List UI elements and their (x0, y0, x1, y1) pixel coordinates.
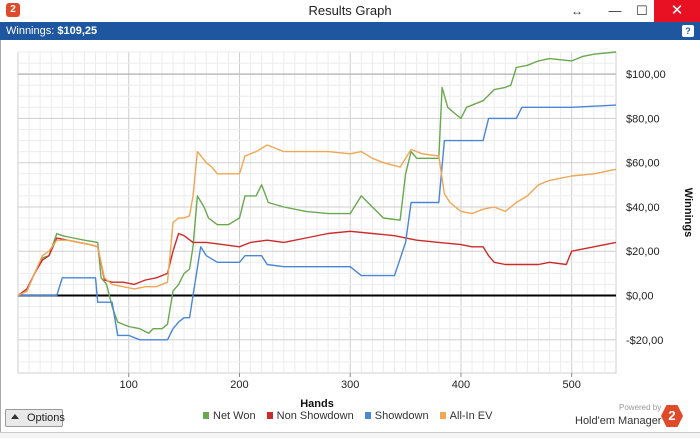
legend-label: Showdown (374, 410, 429, 422)
y-tick-label: $20,00 (626, 246, 660, 258)
series-line-showdown (18, 104, 617, 341)
series-line-all-in-ev (17, 144, 617, 297)
close-button[interactable]: ✕ (654, 0, 700, 22)
chart-series (17, 51, 617, 341)
branding: Powered by Hold'em Manager 2 (575, 403, 685, 433)
legend-item-showdown[interactable]: Showdown (364, 410, 429, 422)
powered-by-text: Powered by (619, 403, 662, 412)
x-tick-label: 100 (120, 379, 138, 391)
legend-swatch (364, 412, 371, 419)
maximize-button[interactable]: ☐ (636, 3, 648, 18)
x-axis-title: Hands (300, 398, 334, 410)
y-tick-label: -$20,00 (626, 335, 663, 347)
title-bar: 2 Results Graph ↔ — ☐ ✕ (0, 0, 700, 22)
y-tick-label: $60,00 (626, 158, 660, 170)
help-icon[interactable]: ? (682, 25, 694, 37)
window-title: Results Graph (308, 3, 392, 18)
chart-legend: Net Won Non Showdown Showdown All-In EV (203, 410, 500, 422)
brand-name: Hold'em Manager (575, 415, 662, 427)
winnings-value: $109,25 (57, 25, 98, 37)
x-tick-label: 200 (230, 379, 248, 391)
legend-label: Net Won (213, 410, 256, 422)
legend-item-net-won[interactable]: Net Won (203, 410, 256, 422)
y-tick-label: $80,00 (626, 113, 660, 125)
resize-arrows-icon[interactable]: ↔ (571, 4, 583, 18)
x-tick-label: 300 (341, 379, 359, 391)
legend-label: All-In EV (449, 410, 493, 422)
options-button[interactable]: Options (5, 409, 65, 427)
y-axis-title: Winnings (682, 188, 694, 237)
chart-axes: 100 200 300 400 500 $100,00 $80,00 $60,00 $40,00… (120, 69, 694, 410)
hm2-logo-icon: 2 (661, 405, 683, 427)
legend-label: Non Showdown (276, 410, 354, 422)
series-line-net-won (17, 51, 617, 334)
legend-swatch (439, 412, 446, 419)
legend-swatch (266, 412, 273, 419)
x-tick-label: 400 (452, 379, 470, 391)
winnings-label: Winnings: (6, 25, 55, 37)
x-tick-label: 500 (563, 379, 581, 391)
app-logo-icon: 2 (6, 3, 20, 17)
y-tick-label: $100,00 (626, 69, 666, 81)
legend-item-non-showdown[interactable]: Non Showdown (266, 410, 354, 422)
minimize-button[interactable]: — (608, 3, 622, 18)
bottom-edge (0, 432, 700, 438)
results-chart: 100 200 300 400 500 $100,00 $80,00 $60,00 $40,00… (17, 51, 694, 410)
y-tick-label: $0,00 (626, 291, 654, 303)
legend-item-all-in-ev[interactable]: All-In EV (439, 410, 493, 422)
winnings-summary: Winnings: $109,25 (6, 22, 97, 40)
options-button-label: Options (27, 412, 65, 424)
winnings-info-bar: Winnings: $109,25 ? (0, 22, 700, 40)
triangle-up-icon (11, 414, 19, 419)
y-tick-label: $40,00 (626, 202, 660, 214)
legend-swatch (203, 412, 209, 419)
